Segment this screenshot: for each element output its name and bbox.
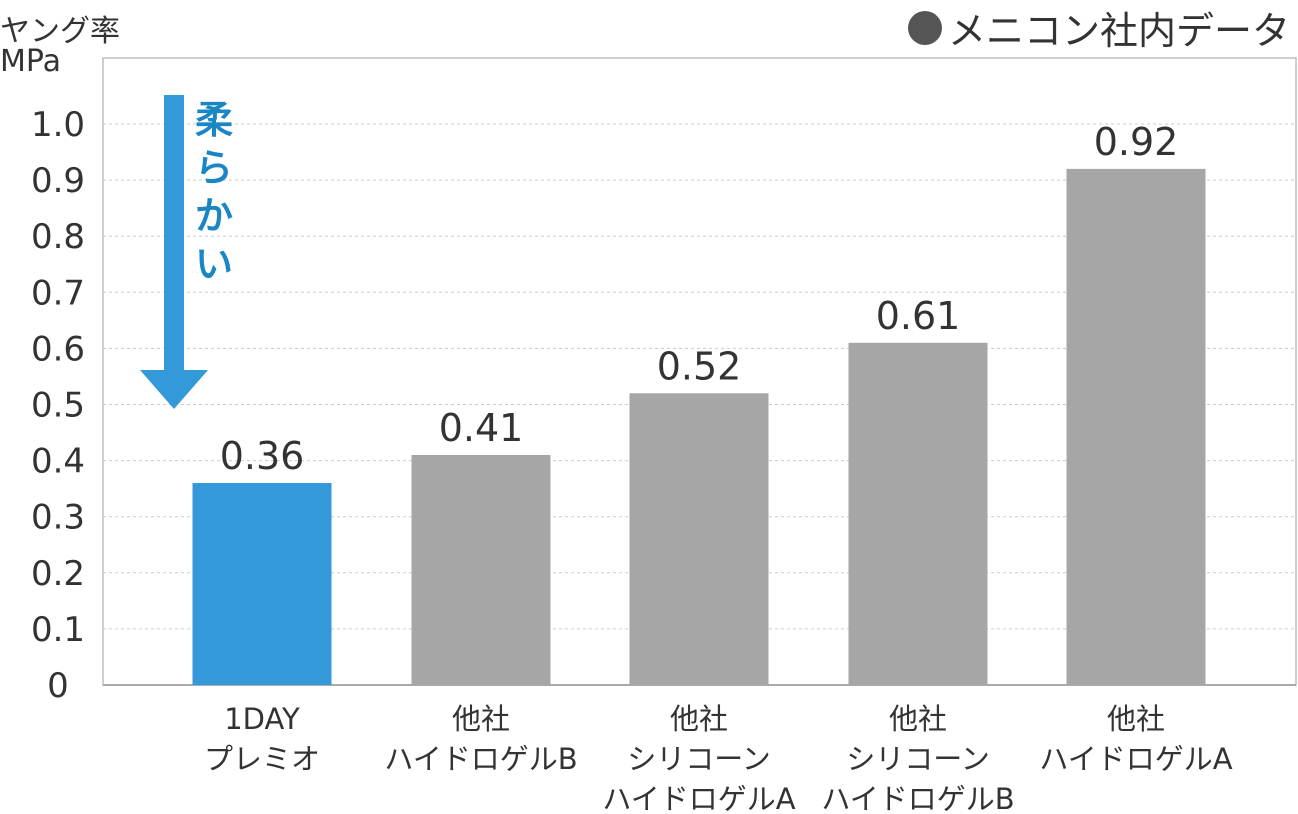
x-tick-label: 他社	[452, 702, 510, 736]
y-axis-unit-label: ヤング率	[0, 14, 120, 49]
value-label: 0.52	[657, 344, 742, 388]
bar	[848, 342, 988, 685]
x-tick-label: ハイドロゲルA	[602, 782, 795, 814]
value-label: 0.61	[876, 294, 961, 338]
x-tick-label: ハイドロゲルA	[1039, 742, 1232, 776]
x-tick-label: プレミオ	[204, 742, 320, 776]
y-tick-label: 0.1	[31, 610, 85, 650]
y-tick-label: 0.3	[31, 498, 85, 538]
x-tick-label: ハイドロゲルB	[384, 742, 577, 776]
x-tick-label: 他社	[670, 702, 728, 736]
y-tick-label: 1.0	[31, 105, 85, 145]
bar	[1066, 168, 1206, 685]
bar	[629, 393, 769, 685]
x-tick-label: ハイドロゲルB	[821, 782, 1014, 814]
bar	[411, 454, 551, 685]
value-label: 0.92	[1094, 120, 1179, 164]
y-tick-label: 0.9	[31, 161, 85, 201]
value-label: 0.41	[439, 406, 524, 450]
y-tick-label: 0.4	[31, 442, 85, 482]
softness-arrow-shaft	[164, 95, 184, 370]
y-tick-label: 0.5	[31, 386, 85, 426]
x-tick-label: 他社	[1107, 702, 1165, 736]
softness-annotation: 柔 ら か い	[194, 98, 233, 286]
x-tick-label: 1DAY	[224, 702, 300, 736]
x-tick-label: 他社	[889, 702, 947, 736]
y-axis-unit: MPa	[0, 44, 62, 79]
softness-arrow-head	[140, 370, 208, 409]
bar	[192, 483, 332, 685]
y-tick-label: 0.7	[31, 273, 85, 313]
y-tick-label: 0.8	[31, 217, 85, 257]
y-tick-label: 0.6	[31, 329, 85, 369]
value-label: 0.36	[220, 434, 305, 478]
bullet-icon	[907, 10, 942, 45]
source-note-text: メニコン社内データ	[947, 9, 1290, 53]
x-tick-label: シリコーン	[627, 742, 771, 776]
source-note: メニコン社内データ	[907, 0, 1290, 55]
y-tick-label: 0	[47, 666, 69, 706]
x-tick-label: シリコーン	[846, 742, 990, 776]
y-tick-label: 0.2	[31, 554, 85, 594]
